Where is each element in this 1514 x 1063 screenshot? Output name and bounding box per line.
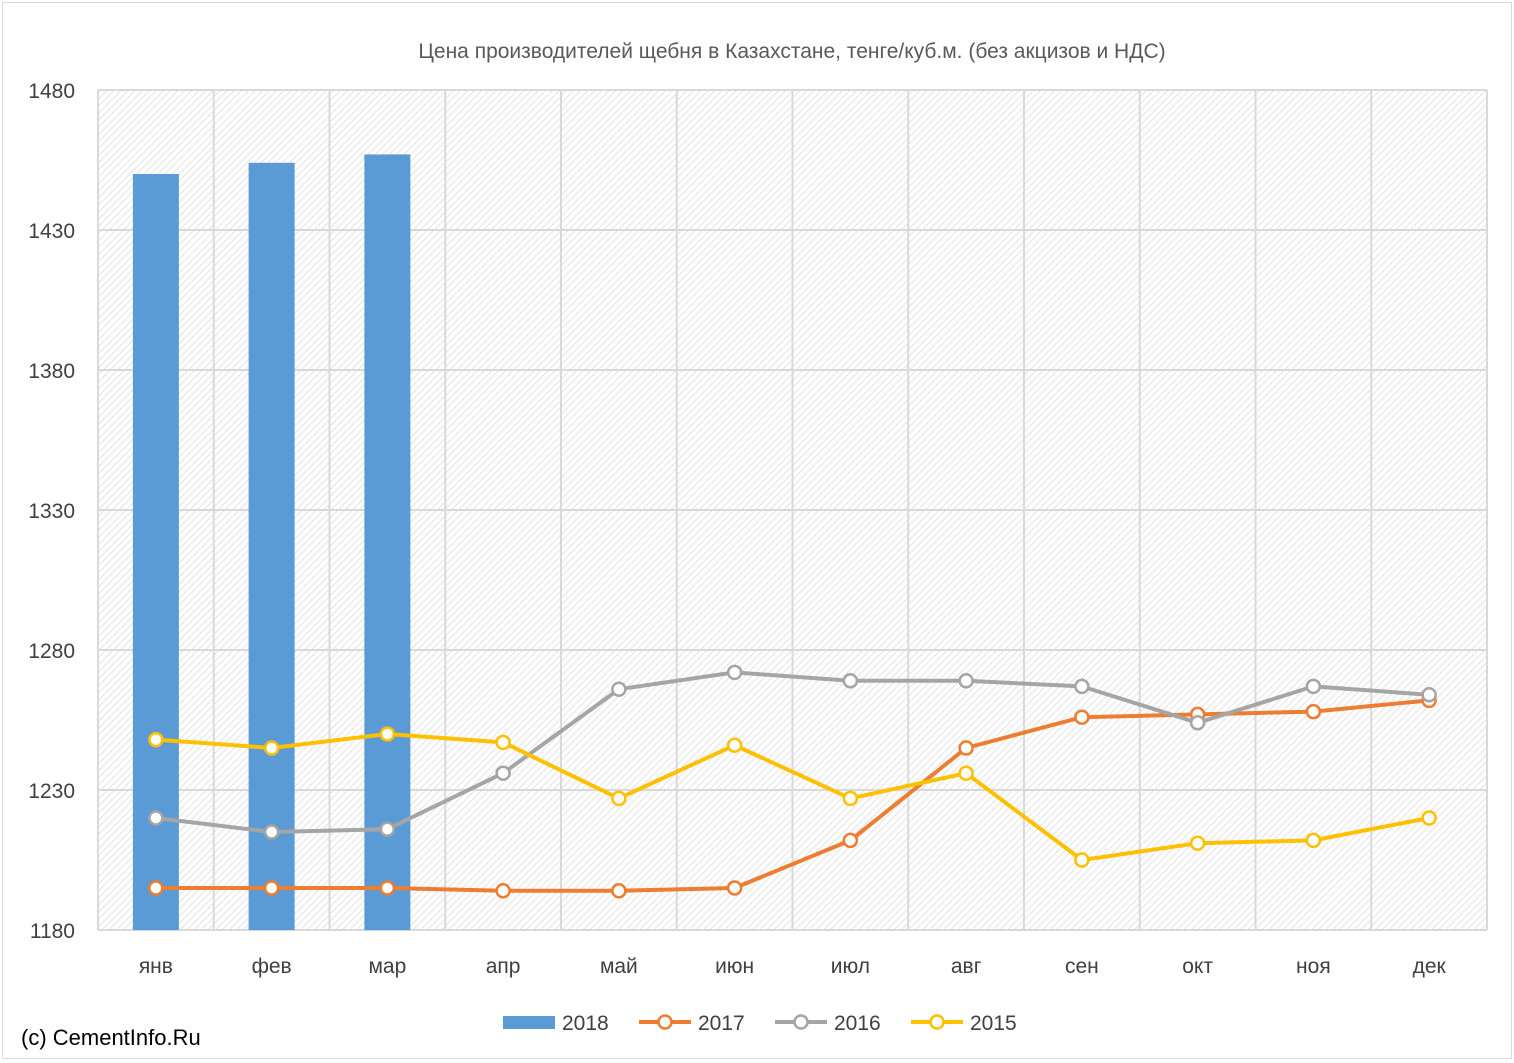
x-axis-ticks: янв фев мар апр май июн июл авг сен окт ноя дек — [139, 955, 1447, 978]
line-series-2015 — [153, 732, 1432, 862]
marker-2015 — [1189, 835, 1206, 851]
marker-2015 — [1074, 852, 1090, 868]
marker-2016 — [495, 765, 511, 781]
gridlines — [97, 89, 1488, 931]
bar-2018 — [248, 162, 295, 931]
y-tick-label: 1180 — [30, 920, 75, 943]
legend-swatch-2018 — [503, 1016, 555, 1029]
x-tick-label: фев — [252, 955, 292, 978]
x-tick-label: авг — [951, 955, 982, 978]
x-tick-label: апр — [486, 955, 521, 978]
marker-2015 — [958, 765, 974, 781]
marker-2016 — [148, 810, 164, 826]
y-tick-label: 1280 — [28, 640, 75, 663]
chart-title: Цена производителей щебня в Казахстане, … — [418, 40, 1165, 63]
x-tick-label: окт — [1182, 955, 1213, 978]
marker-2017 — [611, 883, 627, 899]
marker-2017 — [726, 880, 743, 896]
marker-2015 — [379, 726, 396, 742]
y-axis-ticks: 1180 1230 1280 1330 1380 1430 1480 — [28, 80, 75, 943]
legend-label-2015: 2015 — [970, 1012, 1017, 1035]
marker-2017 — [1305, 703, 1322, 720]
marker-2015 — [611, 790, 627, 807]
marker-2015 — [1305, 832, 1322, 849]
x-tick-label: ноя — [1296, 955, 1331, 978]
x-tick-label: мар — [368, 955, 406, 978]
y-tick-label: 1480 — [28, 80, 75, 103]
y-tick-label: 1430 — [28, 220, 75, 243]
x-tick-label: июн — [715, 955, 754, 978]
marker-2017 — [495, 883, 511, 899]
legend-swatch-marker-2015 — [929, 1014, 945, 1030]
x-tick-label: июл — [831, 955, 870, 978]
marker-2017 — [842, 832, 859, 849]
marker-2016 — [263, 824, 280, 840]
x-tick-label: май — [600, 955, 638, 978]
x-tick-label: дек — [1413, 955, 1447, 978]
marker-2016 — [1189, 715, 1206, 731]
legend-swatch-marker-2017 — [657, 1014, 673, 1030]
marker-2016 — [726, 664, 743, 681]
marker-2015 — [842, 790, 859, 807]
marker-2015 — [1421, 810, 1437, 826]
y-tick-label: 1330 — [28, 500, 75, 523]
marker-2015 — [148, 731, 164, 748]
marker-2016 — [1305, 678, 1322, 695]
x-tick-label: янв — [139, 955, 173, 978]
bar-series-group — [132, 154, 411, 931]
marker-2016 — [1421, 687, 1437, 703]
marker-2016 — [1074, 678, 1090, 695]
line-series-2016 — [153, 670, 1432, 834]
marker-2017 — [958, 740, 974, 756]
marker-2017 — [379, 880, 396, 896]
bar-2018 — [132, 174, 179, 930]
legend-swatch-marker-2016 — [793, 1014, 809, 1030]
legend-label-2017: 2017 — [698, 1012, 745, 1035]
marker-2015 — [495, 734, 511, 751]
marker-2016 — [958, 673, 974, 689]
source-note: (c) CementInfo.Ru — [21, 1025, 201, 1050]
chart-canvas: 1180 1230 1280 1330 1380 1430 1480 янв фев мар ап… — [21, 40, 1488, 1050]
marker-2017 — [1074, 709, 1090, 725]
marker-2017 — [148, 880, 164, 896]
marker-2015 — [263, 740, 280, 756]
marker-2016 — [611, 681, 627, 697]
marker-2017 — [263, 880, 280, 896]
bar-2018 — [364, 154, 411, 930]
y-tick-label: 1230 — [28, 780, 75, 803]
x-tick-label: сен — [1065, 955, 1099, 978]
y-tick-label: 1380 — [28, 360, 75, 383]
marker-2016 — [379, 821, 396, 837]
marker-2016 — [842, 673, 859, 689]
legend-label-2018: 2018 — [562, 1012, 609, 1035]
line-series-group — [148, 664, 1437, 899]
legend-label-2016: 2016 — [834, 1012, 881, 1035]
line-series-2017 — [153, 698, 1432, 893]
marker-2015 — [726, 737, 743, 753]
legend: 2018 2017 2016 2015 — [503, 1012, 1017, 1035]
